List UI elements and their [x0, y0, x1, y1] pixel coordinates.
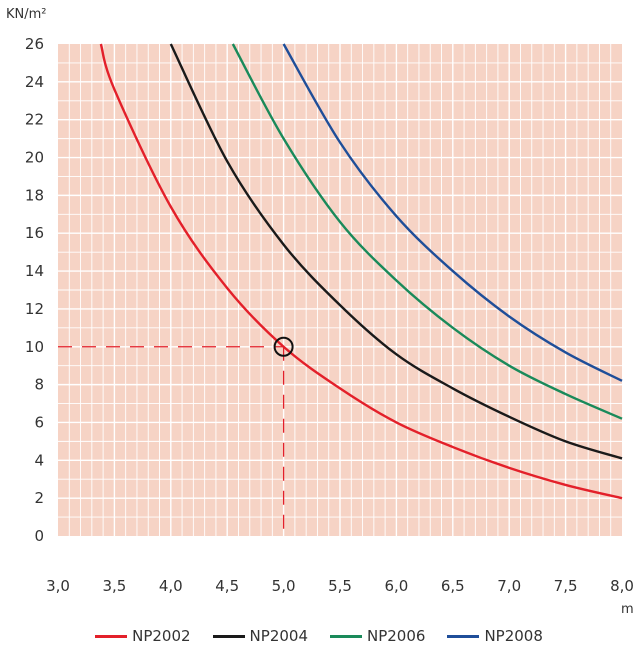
legend-swatch [212, 634, 245, 638]
y-tick-label: 2 [34, 489, 44, 507]
y-tick-label: 24 [25, 73, 44, 91]
series-line-np2002 [99, 43, 623, 500]
x-tick-label: 6,5 [441, 577, 465, 595]
x-axis-ticks: 3,0 3,5 4,0 4,5 5,0 5,5 6,0 6,5 7,0 7,5 8,0 [46, 577, 634, 595]
legend-item-np2006: NP2006 [330, 627, 425, 645]
y-tick-label: 18 [25, 186, 44, 204]
series-lines [99, 43, 623, 500]
y-tick-label: 12 [25, 300, 44, 318]
legend-swatch [95, 634, 128, 638]
y-tick-label: 16 [25, 224, 44, 242]
x-tick-label: 3,0 [46, 577, 70, 595]
y-tick-label: 8 [34, 376, 44, 394]
reference-marker [273, 336, 294, 357]
x-tick-label: 5,5 [328, 577, 352, 595]
legend-item-np2008: NP2008 [447, 627, 543, 645]
legend-item-np2004: NP2004 [212, 627, 308, 645]
y-tick-label: 20 [25, 149, 44, 167]
y-tick-label: 26 [25, 35, 44, 53]
series-line-np2006 [231, 43, 623, 420]
legend: NP2002 NP2004 NP2006 NP2008 [0, 626, 638, 646]
x-tick-label: 7,0 [497, 577, 521, 595]
legend-swatch [447, 634, 480, 638]
x-axis-label: m [621, 602, 634, 617]
x-tick-label: 4,5 [215, 577, 239, 595]
legend-item-np2002: NP2002 [95, 627, 191, 645]
y-axis-label: KN/m² [6, 7, 47, 22]
y-tick-label: 22 [25, 111, 44, 129]
x-tick-label: 6,0 [384, 577, 408, 595]
legend-label: NP2002 [132, 627, 191, 645]
legend-swatch [330, 634, 362, 638]
x-tick-label: 7,5 [554, 577, 578, 595]
x-tick-label: 5,0 [272, 577, 296, 595]
legend-label: NP2004 [249, 627, 308, 645]
y-tick-label: 0 [34, 527, 44, 545]
series-line-np2004 [169, 43, 623, 460]
reference-lines [58, 346, 285, 536]
x-tick-label: 3,5 [102, 577, 126, 595]
y-tick-label: 14 [25, 262, 44, 280]
legend-label: NP2006 [367, 627, 426, 645]
reference-marker-group [273, 336, 294, 357]
y-tick-label: 4 [34, 451, 44, 469]
y-tick-label: 6 [34, 413, 44, 431]
series-line-np2008 [282, 43, 623, 382]
y-tick-label: 10 [25, 338, 44, 356]
legend-label: NP2008 [484, 627, 543, 645]
x-tick-label: 8,0 [610, 577, 634, 595]
x-tick-label: 4,0 [159, 577, 183, 595]
